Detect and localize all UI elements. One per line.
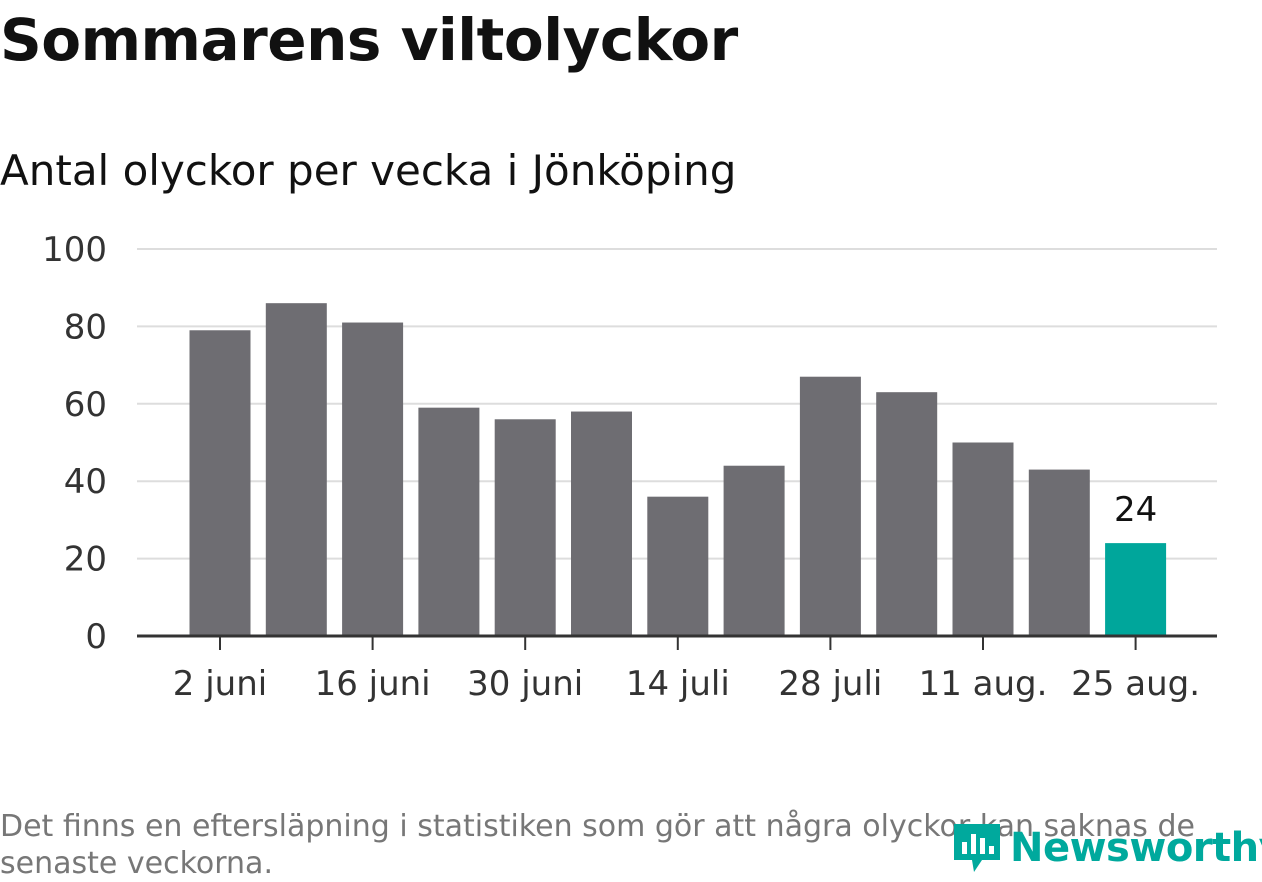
x-tick-label: 2 juni [173,664,267,704]
brand-logo: Newsworthy [952,818,1262,878]
bar [265,303,327,636]
x-tick-label: 30 juni [467,664,583,704]
x-tick-label: 14 juli [626,664,730,704]
x-tick-label: 11 aug. [919,664,1048,704]
bar [723,465,785,636]
bar-highlighted [1105,543,1167,636]
bar [952,442,1014,636]
y-tick-label: 100 [42,230,107,270]
chart-title: Sommarens viltolyckor [0,6,738,74]
y-tick-label: 60 [64,385,107,425]
newsworthy-logo-icon [954,824,1000,872]
bar-value-label: 24 [1114,490,1157,530]
x-tick-label: 25 aug. [1071,664,1200,704]
x-tick-label: 28 juli [778,664,882,704]
bar [799,376,861,636]
bar [876,392,938,636]
y-tick-label: 40 [64,462,107,502]
x-tick-label: 16 juni [315,664,431,704]
bar [494,419,556,636]
brand-name: Newsworthy [1010,825,1262,871]
bar [189,330,251,636]
bar-chart: 0 20 40 60 80 100 24 2 juni 16 juni 30 juni 14 jul… [42,230,1217,704]
bar [418,407,480,636]
y-tick-label: 20 [64,540,107,580]
bar [571,411,632,636]
y-tick-label: 80 [64,307,107,347]
bar [647,496,709,636]
bar [1028,469,1090,636]
chart-subtitle: Antal olyckor per vecka i Jönköping [0,146,737,195]
bar [342,322,404,636]
y-tick-label: 0 [85,617,107,657]
